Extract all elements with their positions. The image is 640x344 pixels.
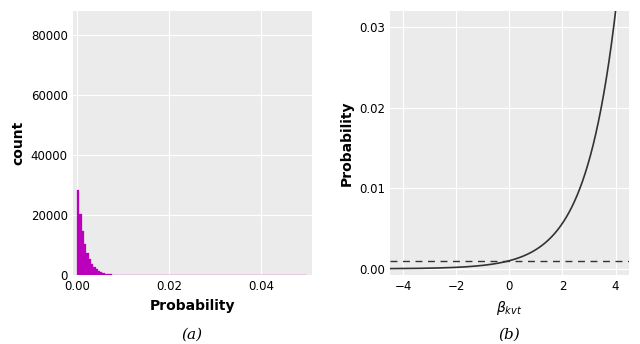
Bar xyxy=(86,253,88,275)
Bar xyxy=(84,244,86,275)
Bar xyxy=(79,214,82,275)
Bar xyxy=(77,190,79,275)
Bar xyxy=(105,273,107,275)
Bar xyxy=(102,273,105,275)
Bar xyxy=(98,271,100,275)
Bar xyxy=(93,267,95,275)
Bar xyxy=(82,232,84,275)
Text: (a): (a) xyxy=(182,328,203,342)
Bar xyxy=(107,274,109,275)
Bar xyxy=(95,269,98,275)
Bar xyxy=(88,259,91,275)
Y-axis label: Probability: Probability xyxy=(339,100,353,186)
Text: (b): (b) xyxy=(499,328,520,342)
X-axis label: Probability: Probability xyxy=(149,299,235,313)
Bar xyxy=(91,264,93,275)
Bar xyxy=(109,274,111,275)
X-axis label: $\beta_{kvt}$: $\beta_{kvt}$ xyxy=(496,299,522,316)
Y-axis label: count: count xyxy=(11,121,25,165)
Bar xyxy=(100,272,102,275)
